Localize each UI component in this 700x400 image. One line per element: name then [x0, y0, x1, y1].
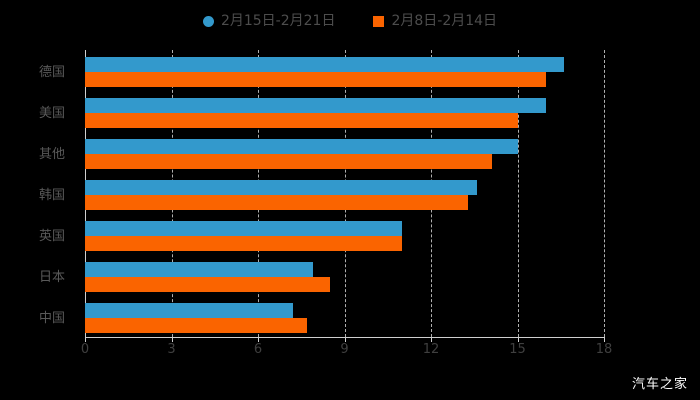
x-axis-tick-label: 3	[167, 342, 176, 357]
y-axis-label: 其他	[38, 147, 65, 162]
legend-label-series-2: 2月8日-2月14日	[391, 13, 498, 29]
bar-group	[85, 132, 604, 173]
y-axis-label: 日本	[38, 270, 65, 285]
bar[interactable]	[85, 57, 564, 72]
x-axis-tick-label: 15	[509, 342, 526, 357]
gridline-x-15	[517, 50, 520, 337]
bar[interactable]	[85, 262, 313, 277]
x-axis-tick-label: 6	[253, 342, 263, 357]
bar-group	[85, 50, 604, 91]
bar[interactable]	[85, 277, 331, 292]
bar-group	[85, 91, 604, 132]
x-axis-tick-label: 9	[340, 342, 349, 357]
bar[interactable]	[85, 195, 469, 210]
bar[interactable]	[85, 318, 308, 333]
x-axis-tick-label: 12	[422, 342, 440, 357]
bar[interactable]	[85, 154, 492, 169]
y-axis-label: 韩国	[38, 188, 65, 203]
square-marker-icon	[373, 15, 385, 27]
y-axis-labels: 德国美国其他韩国英国日本中国	[0, 50, 75, 337]
gridline-x-18	[604, 50, 606, 337]
bar-group	[85, 296, 604, 337]
x-axis-tick-mark	[431, 337, 432, 342]
y-axis-label: 德国	[38, 65, 65, 80]
legend-label-series-1: 2月15日-2月21日	[220, 13, 336, 29]
bar[interactable]	[85, 139, 518, 154]
bar[interactable]	[85, 72, 547, 87]
x-axis-tick-mark	[344, 337, 346, 342]
plot-area	[85, 50, 606, 337]
bar[interactable]	[85, 236, 403, 251]
circle-marker-icon	[202, 15, 214, 27]
x-axis-tick-mark	[258, 337, 259, 342]
bar-group	[85, 173, 604, 214]
x-axis-tick-label: 18	[595, 342, 613, 357]
x-axis-tick-mark	[604, 337, 605, 342]
x-axis-tick-mark	[517, 337, 519, 342]
bar[interactable]	[85, 113, 518, 128]
watermark-label: 汽车之家	[631, 377, 688, 392]
bar[interactable]	[85, 221, 403, 236]
bar[interactable]	[85, 180, 478, 195]
y-axis-label: 美国	[38, 106, 65, 121]
bar-group	[85, 255, 604, 296]
chart-legend: 2月15日-2月21日 2月8日-2月14日	[0, 8, 700, 34]
bar[interactable]	[85, 303, 293, 318]
legend-item-series-2[interactable]: 2月8日-2月14日	[373, 14, 497, 28]
x-axis-tick-mark	[85, 337, 86, 342]
x-axis-tick-label: 0	[80, 342, 90, 357]
bar-group	[85, 214, 604, 255]
x-axis-tick-mark	[171, 337, 173, 342]
y-axis-label: 英国	[38, 229, 65, 244]
bar[interactable]	[85, 98, 547, 113]
legend-item-series-1[interactable]: 2月15日-2月21日	[202, 13, 336, 29]
y-axis-label: 中国	[38, 311, 65, 326]
